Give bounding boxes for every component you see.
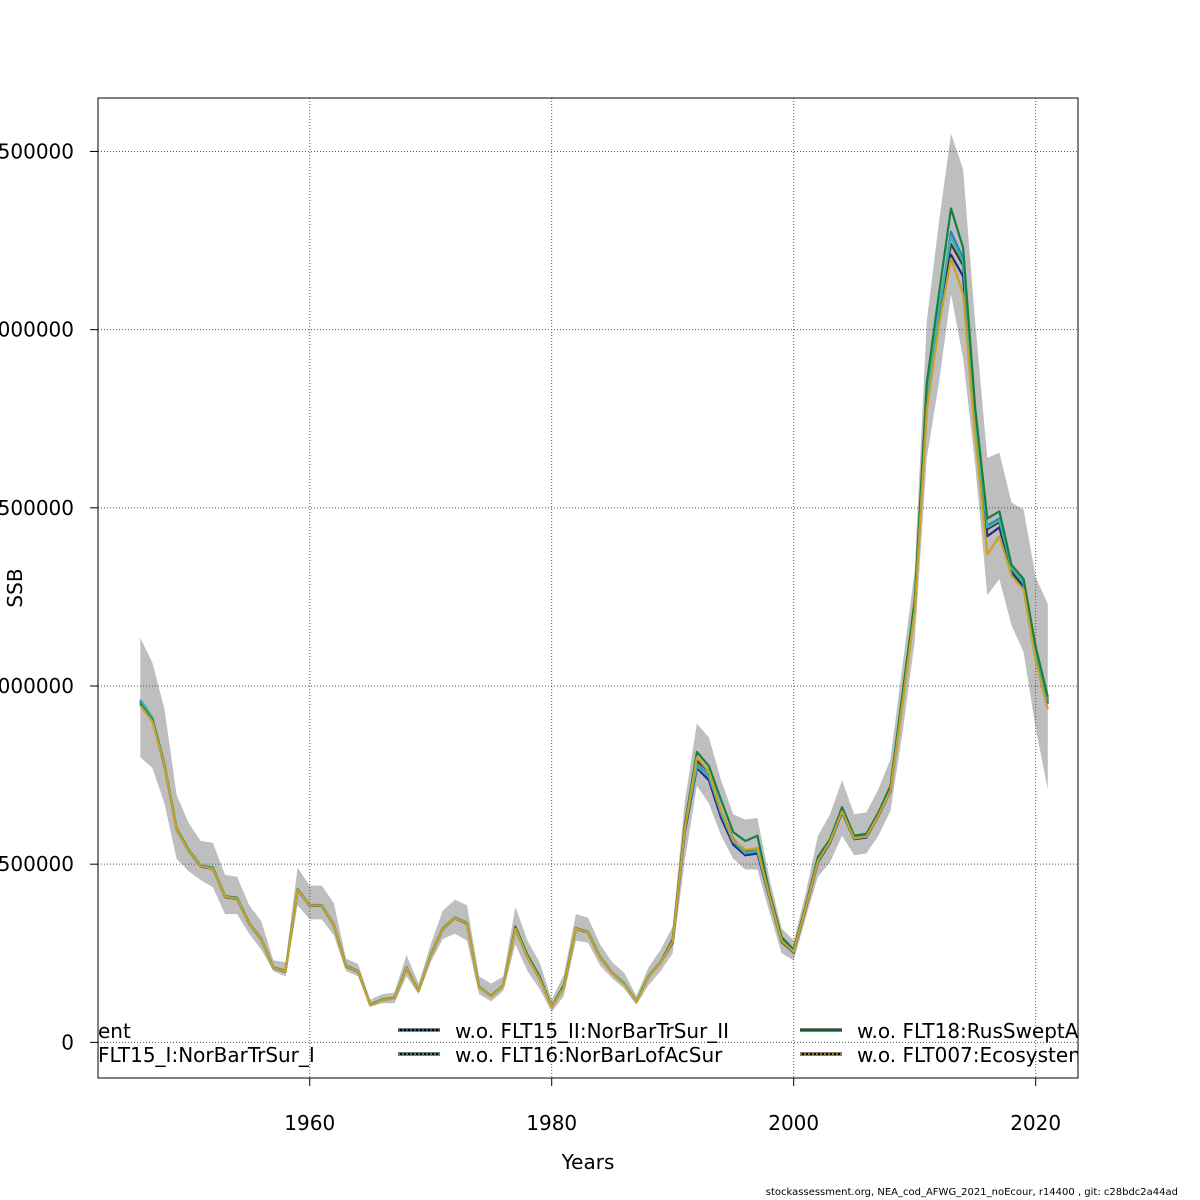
series-line-5 <box>139 257 1049 1009</box>
x-tick-label-1960: 1960 <box>284 1111 335 1135</box>
series-layer <box>139 207 1049 1009</box>
y-axis-title: SSB <box>3 568 27 607</box>
legend-label-1: FLT15_I:NorBarTrSur_I <box>98 1043 315 1067</box>
grid-layer <box>98 98 1078 1078</box>
x-tick-label-2020: 2020 <box>1010 1111 1061 1135</box>
x-axis: 1960 1980 2000 2020 <box>284 1078 1061 1135</box>
legend-label-2: w.o. FLT15_II:NorBarTrSur_II <box>455 1019 729 1043</box>
confidence-band <box>140 133 1048 1013</box>
x-tick-label-2000: 2000 <box>768 1111 819 1135</box>
legend-label-3: w.o. FLT16:NorBarLofAcSur <box>455 1043 723 1067</box>
y-tick-label-1500000: 1500000 <box>0 496 74 520</box>
y-axis: 0 500000 1000000 1500000 2000000 2500000 <box>0 139 98 1054</box>
y-tick-label-2000000: 2000000 <box>0 318 74 342</box>
confidence-band-layer <box>140 133 1048 1013</box>
legend-label-5: w.o. FLT007:Ecosysten <box>857 1043 1081 1067</box>
x-tick-label-1980: 1980 <box>526 1111 577 1135</box>
y-tick-label-1000000: 1000000 <box>0 674 74 698</box>
footer-credit: stockassessment.org, NEA_cod_AFWG_2021_n… <box>765 1187 1178 1198</box>
legend-label-0: ent <box>98 1019 131 1043</box>
y-tick-label-500000: 500000 <box>0 852 74 876</box>
legend-label-4: w.o. FLT18:RusSweptA <box>857 1019 1079 1043</box>
y-tick-label-0: 0 <box>61 1030 74 1054</box>
plot-frame <box>97 97 1079 1079</box>
y-tick-label-2500000: 2500000 <box>0 139 74 163</box>
x-axis-title: Years <box>561 1150 615 1174</box>
